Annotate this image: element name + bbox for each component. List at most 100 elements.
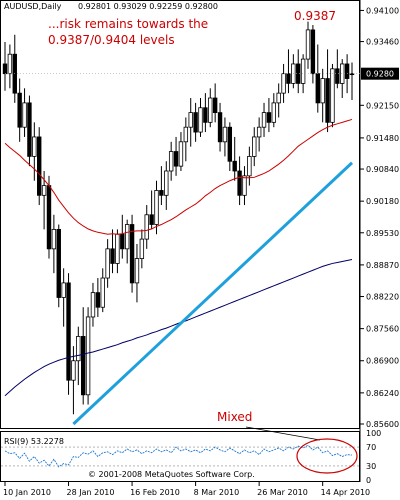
candle-body	[315, 73, 320, 104]
candle-body	[2, 63, 8, 75]
candle-body	[139, 238, 145, 259]
price-tick-label: 0.93460	[366, 38, 399, 47]
candle-body	[120, 233, 125, 250]
candle-body	[193, 112, 198, 133]
candle-body	[266, 112, 272, 123]
candle-body	[149, 214, 154, 225]
x-tick-label: 16 Feb 2010	[130, 488, 180, 497]
candle-body	[46, 185, 52, 250]
candle-body	[310, 29, 316, 75]
candle-body	[80, 336, 86, 396]
candle-body	[349, 73, 355, 76]
price-tick-label: 0.91480	[366, 134, 399, 143]
price-tick-label: 0.92150	[366, 101, 399, 110]
rsi-layer	[1, 444, 359, 468]
candle-body	[168, 151, 174, 172]
series-trendline	[72, 161, 354, 426]
risk-annotation-line-1: ...risk remains towards the	[48, 17, 208, 31]
candle-body	[17, 92, 22, 128]
candle-body	[32, 136, 37, 157]
candle-body	[95, 292, 101, 308]
candle-body	[173, 151, 179, 167]
candle-body	[271, 102, 277, 123]
candle-body	[281, 73, 286, 94]
candle-body	[330, 68, 335, 123]
candle-body	[27, 102, 32, 157]
price-tick-label: 0.87560	[366, 325, 399, 334]
risk-annotation-line-2: 0.9387/0.9404 levels	[48, 33, 175, 47]
candle-body	[56, 228, 61, 298]
series-sma200	[4, 259, 353, 397]
candle-body	[159, 190, 164, 196]
candle-body	[188, 112, 193, 128]
x-tick-label: 10 Jan 2010	[3, 488, 51, 497]
price-tick-label: 0.94100	[366, 6, 399, 15]
candle-body	[7, 53, 13, 75]
candle-body	[76, 336, 81, 362]
x-tick-label: 26 Mar 2010	[257, 488, 308, 497]
candle-body	[71, 360, 76, 381]
price-tick-label: 0.89530	[366, 229, 399, 238]
candle-body	[340, 63, 345, 84]
x-tick-label: 28 Jan 2010	[67, 488, 115, 497]
candle-body	[124, 224, 130, 250]
candle-body	[256, 126, 262, 138]
mixed-pointer-line	[245, 426, 321, 441]
candle-body	[261, 112, 267, 128]
rsi-tick-label: 30	[366, 462, 376, 471]
current-price-box	[361, 67, 399, 80]
current-price-label: 0.9280	[366, 70, 394, 79]
candle-body	[344, 63, 350, 79]
candle-body	[41, 185, 47, 196]
price-tick-label: 0.88870	[366, 261, 399, 270]
rsi-tick-label: 70	[366, 443, 376, 452]
rsi-line	[4, 444, 353, 468]
candle-body	[178, 141, 184, 167]
candle-body	[286, 73, 291, 84]
candle-body	[61, 282, 66, 298]
candle-body	[154, 190, 159, 225]
candle-body	[105, 248, 110, 279]
candle-body	[22, 102, 27, 128]
rsi-panel-frame	[0, 431, 360, 482]
axis-layer: 0.94100 0.93460 0.92150 0.91480 0.90840 0.901…	[3, 6, 399, 497]
candle-body	[305, 29, 311, 60]
price-tick-label: 0.90180	[366, 197, 399, 206]
candle-body	[115, 233, 120, 264]
copyright-text: © 2001-2008 MetaQuotes Software Corp.	[88, 470, 255, 479]
candle-body	[100, 277, 105, 308]
candle-body	[232, 160, 237, 172]
price-tick-label: 0.86240	[366, 389, 399, 398]
candle-body	[85, 316, 91, 396]
candle-body	[276, 92, 281, 104]
candle-body	[335, 68, 340, 84]
price-tick-label: 0.85600	[366, 420, 399, 429]
candle-body	[110, 248, 115, 264]
candle-body	[212, 97, 218, 114]
x-tick-label: 14 Apr 2010	[321, 488, 370, 497]
candle-body	[144, 214, 149, 240]
candle-body	[164, 170, 169, 196]
candle-body	[198, 107, 203, 133]
price-tick-label: 0.86900	[366, 357, 399, 366]
candle-body	[129, 224, 135, 284]
rsi-highlight-ellipse	[296, 438, 358, 474]
candle-body	[222, 126, 228, 143]
candle-body	[242, 175, 247, 196]
rsi-tick-label: 0	[366, 476, 371, 485]
candle-body	[208, 97, 213, 123]
series-ema21	[4, 118, 353, 235]
candle-body	[217, 112, 223, 143]
candle-body	[227, 126, 233, 162]
candle-body	[90, 292, 96, 318]
price-layer	[2, 21, 360, 426]
candle-body	[134, 258, 140, 284]
candle-body	[247, 155, 252, 177]
candle-body	[320, 78, 325, 104]
candle-body	[37, 136, 42, 196]
symbol-header: AUDUSD,Daily	[4, 2, 62, 11]
candle-body	[51, 228, 57, 250]
candle-body	[325, 78, 330, 123]
x-tick-label: 8 Mar 2010	[194, 488, 240, 497]
